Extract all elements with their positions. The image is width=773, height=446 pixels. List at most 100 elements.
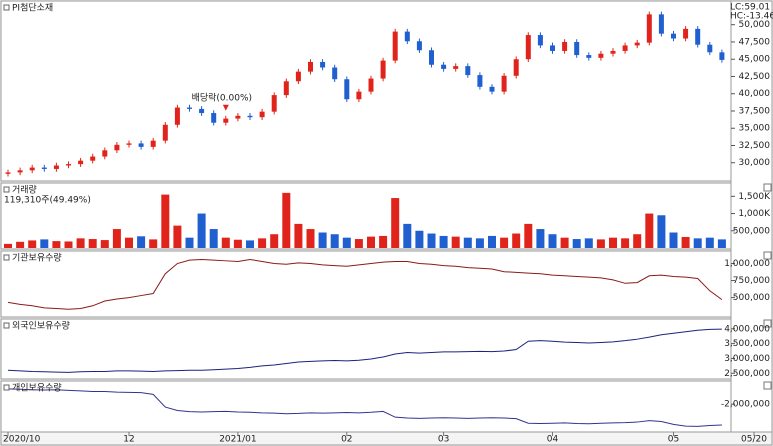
- volume-bar: [427, 233, 436, 248]
- candle-body: [271, 95, 277, 112]
- volume-bar: [596, 239, 605, 248]
- x-tick-label: 05/20: [741, 435, 767, 445]
- x-tick-label: 03: [438, 435, 449, 445]
- candle-body: [513, 59, 519, 76]
- volume-bar: [125, 237, 133, 248]
- panel-icon: [3, 254, 10, 261]
- volume-bar: [330, 234, 339, 248]
- y-axis-area: [730, 0, 773, 433]
- volume-bar: [560, 237, 569, 248]
- volume-bar: [475, 238, 484, 248]
- candle-body: [404, 31, 410, 42]
- candle-body: [550, 45, 555, 51]
- volume-bar: [40, 239, 49, 248]
- candle-body: [634, 42, 640, 46]
- y-tick-label: 42,500: [739, 72, 771, 82]
- volume-bar: [609, 237, 617, 248]
- panel-title: 기관보유수량: [12, 252, 62, 264]
- candle-body: [174, 107, 180, 125]
- volume-bar: [705, 237, 714, 248]
- volume-bar: [28, 240, 37, 248]
- holding-line: [7, 258, 723, 310]
- candle-body: [719, 52, 725, 60]
- candle-body: [344, 79, 350, 100]
- candle-body: [356, 91, 362, 100]
- volume-bar: [633, 234, 642, 248]
- y-tick-label: 2,500,000: [724, 369, 770, 379]
- candle-body: [525, 35, 531, 60]
- candle-body: [429, 50, 434, 65]
- volume-bar: [439, 235, 448, 248]
- volume-bar: [221, 237, 230, 248]
- panel-button[interactable]: [763, 319, 772, 328]
- x-tick-label: 2020/10: [3, 435, 41, 445]
- volume-bar: [669, 232, 678, 248]
- volume-bar: [306, 229, 315, 248]
- candle-body: [441, 64, 447, 69]
- candle-body: [247, 115, 253, 118]
- y-tick-label: 500,000: [733, 226, 770, 236]
- volume-bar: [16, 241, 25, 248]
- volume-bar: [88, 239, 97, 248]
- candle-body: [622, 45, 628, 51]
- x-tick-label: 12: [123, 435, 134, 445]
- panel-button[interactable]: [763, 251, 772, 260]
- panel-button[interactable]: [763, 183, 772, 192]
- candle-body: [259, 111, 265, 118]
- candle-body: [29, 167, 35, 171]
- price-panel: [0, 0, 732, 182]
- panel-icon: [3, 186, 10, 193]
- candle-body: [187, 107, 192, 109]
- panel-icon: [3, 384, 10, 391]
- y-tick-label: 500,000: [733, 293, 770, 303]
- candle-body: [332, 67, 338, 80]
- dividend-annotation: 배당락(0.00%): [192, 91, 252, 103]
- candle-body: [707, 44, 713, 53]
- candle-body: [392, 31, 398, 61]
- volume-bar: [367, 236, 375, 248]
- y-tick-label: 32,500: [739, 141, 771, 151]
- candle-body: [489, 86, 495, 92]
- volume-bar: [149, 239, 158, 248]
- candle-body: [66, 164, 71, 166]
- candle-body: [320, 61, 326, 68]
- candle-body: [610, 50, 616, 54]
- volume-bar: [64, 241, 73, 248]
- candle-body: [102, 150, 108, 157]
- volume-bar: [645, 213, 654, 248]
- volume-bar: [717, 239, 726, 248]
- price-stat: LC:59.01: [730, 3, 770, 13]
- volume-bar: [137, 236, 146, 248]
- candle-body: [658, 14, 664, 34]
- y-tick-label: 47,500: [739, 37, 771, 47]
- volume-bar: [572, 239, 581, 248]
- volume-bar: [621, 238, 630, 248]
- candle-body: [671, 33, 676, 39]
- candle-body: [283, 81, 289, 96]
- volume-bar: [52, 241, 61, 248]
- volume-bar: [342, 237, 351, 248]
- panel-button[interactable]: [763, 381, 772, 390]
- x-axis-area: [0, 431, 773, 446]
- y-tick-label: 1,000,000: [724, 259, 770, 269]
- candle-body: [5, 172, 11, 174]
- volume-bar: [197, 213, 206, 248]
- candle-body: [695, 28, 701, 45]
- volume-bar: [391, 198, 400, 248]
- volume-bar: [4, 243, 12, 248]
- y-tick-label: 3,500,000: [724, 339, 770, 349]
- candle-body: [501, 75, 507, 92]
- candle-body: [78, 160, 84, 165]
- candle-body: [53, 165, 59, 169]
- volume-bar: [681, 236, 690, 248]
- volume-bar: [100, 240, 109, 248]
- candle-body: [162, 124, 168, 141]
- candle-body: [477, 75, 483, 87]
- x-tick-label: 05: [668, 435, 679, 445]
- candle-body: [453, 66, 459, 69]
- y-tick-label: 37,500: [739, 106, 771, 116]
- y-tick-label: 30,000: [739, 158, 771, 168]
- candle-body: [416, 41, 422, 51]
- dividend-arrow: [222, 104, 229, 111]
- y-tick-label: 1,000K: [738, 209, 771, 219]
